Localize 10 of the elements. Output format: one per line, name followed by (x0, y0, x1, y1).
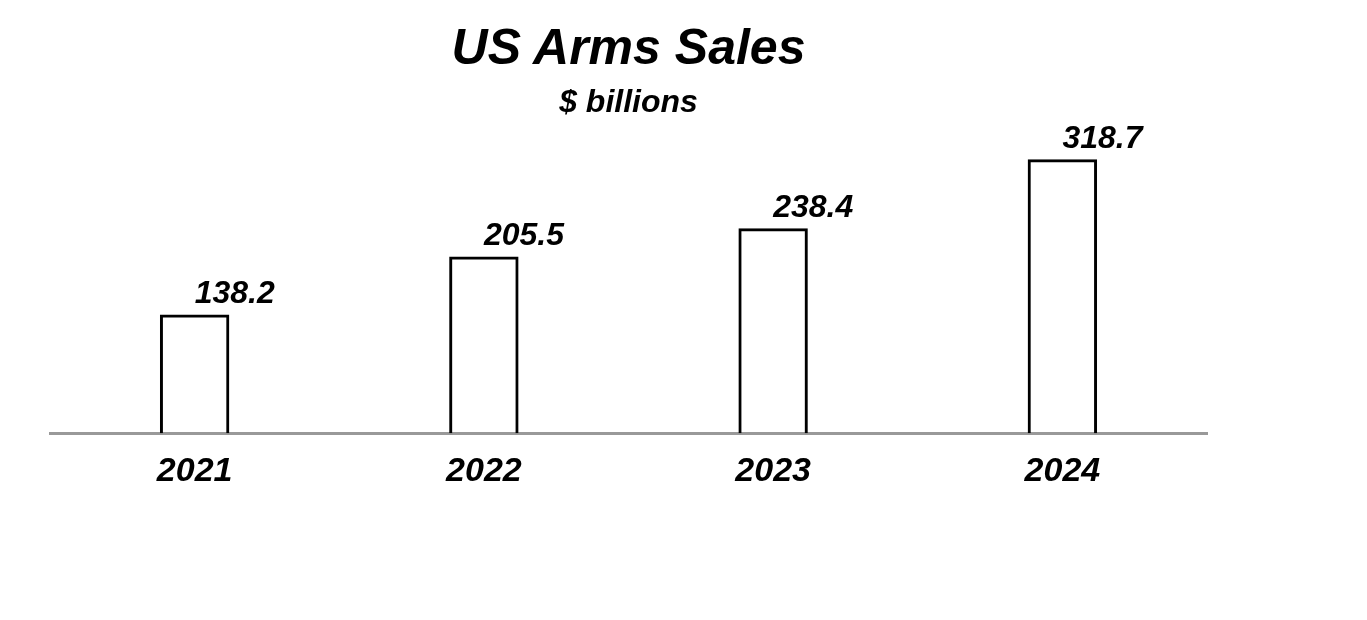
x-tick-label: 2024 (1023, 449, 1101, 488)
data-label: 318.7 (1062, 119, 1145, 156)
data-label: 205.5 (482, 216, 566, 253)
data-label: 138.2 (194, 274, 275, 311)
x-tick-label: 2021 (155, 449, 233, 488)
data-label: 238.4 (772, 188, 854, 225)
x-tick-label: 2022 (445, 449, 522, 488)
chart-subtitle: $ billions (558, 83, 698, 120)
chart-title: US Arms Sales (451, 18, 806, 75)
x-tick-label: 2023 (734, 449, 812, 488)
